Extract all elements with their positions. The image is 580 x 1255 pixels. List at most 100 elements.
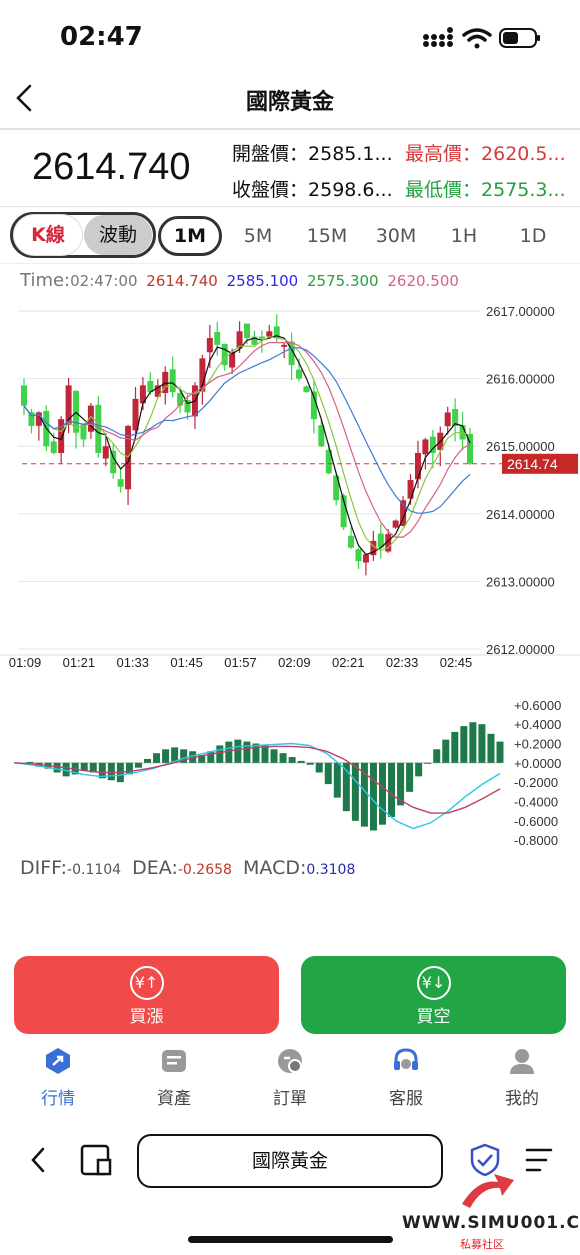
candlestick-chart[interactable]: 2617.00000 2616.00000 2615.00000 2614.00000…: [0, 264, 580, 674]
candle-body: [184, 399, 191, 413]
candle-body: [177, 393, 184, 406]
candle-body: [102, 446, 109, 459]
menu-icon[interactable]: [524, 1146, 554, 1174]
close-label: 收盤價：: [232, 179, 309, 201]
macd-bar: [351, 762, 359, 821]
macd-y-tick-label: -0.2000: [514, 775, 558, 790]
macd-bar: [487, 733, 495, 763]
candle-body: [21, 385, 27, 406]
tab-profile-label: 我的: [505, 1089, 539, 1109]
macd-bar: [261, 745, 269, 763]
shield-check-icon[interactable]: [467, 1142, 503, 1178]
macd-bar: [243, 741, 251, 763]
macd-bar: [252, 743, 260, 763]
macd-bar: [125, 762, 133, 775]
low-value: 2575.3...: [481, 179, 566, 201]
x-tick-label: 01:45: [170, 655, 203, 670]
macd-bar: [53, 762, 61, 773]
wifi-icon: [462, 28, 492, 42]
candle-body: [422, 439, 429, 455]
open-price-row: 開盤價：2585.1...: [232, 139, 393, 166]
yen-down-icon: ¥↓: [416, 966, 451, 1000]
tab-assets-label: 資產: [157, 1089, 191, 1109]
macd-bar: [469, 722, 477, 763]
candle-body: [303, 386, 310, 393]
macd-bar: [26, 761, 34, 763]
tab-service[interactable]: 客服: [366, 1046, 446, 1109]
x-tick-label: 02:33: [386, 655, 419, 670]
macd-bar: [162, 749, 170, 763]
diff-line: [13, 742, 501, 830]
macd-bar: [80, 762, 88, 771]
candle-body: [452, 408, 459, 426]
candle-body: [325, 449, 332, 474]
macd-bar: [433, 749, 441, 763]
macd-bar: [306, 762, 314, 765]
candle-body: [385, 534, 392, 552]
chart-legend: Time:02:47:00 2614.740 2585.100 2575.300…: [20, 270, 459, 291]
candle-body: [348, 535, 355, 548]
kline-mode-button[interactable]: K線: [14, 215, 82, 255]
timeframe-1m[interactable]: 1M: [158, 216, 222, 256]
timeframe-15m[interactable]: 15M: [306, 225, 348, 247]
macd-bar: [496, 741, 504, 763]
tab-orders[interactable]: 訂單: [250, 1046, 330, 1109]
macd-bar: [324, 762, 332, 785]
watermark-logo: [462, 1174, 514, 1208]
moving-average-line: [23, 335, 471, 556]
tab-orders-label: 訂單: [273, 1089, 307, 1109]
watermark-site: WWW.SIMU001.CN: [402, 1213, 580, 1233]
open-label: 開盤價：: [232, 143, 309, 165]
tab-assets[interactable]: 資產: [134, 1046, 214, 1109]
candle-body: [429, 436, 436, 453]
buy-up-button[interactable]: ¥↑ 買漲: [14, 956, 279, 1034]
user-icon: [510, 1049, 534, 1074]
buy-down-button[interactable]: ¥↓ 買空: [301, 956, 566, 1034]
timeframe-30m[interactable]: 30M: [375, 225, 417, 247]
macd-bar: [207, 751, 215, 763]
wave-mode-button[interactable]: 波動: [84, 215, 152, 255]
tab-market[interactable]: 行情: [18, 1046, 98, 1109]
low-price-row: 最低價：2575.3...: [405, 175, 566, 202]
tab-profile[interactable]: 我的: [482, 1046, 562, 1109]
macd-bar: [442, 739, 450, 763]
timeframe-1h[interactable]: 1H: [450, 225, 478, 247]
browser-back-icon[interactable]: [26, 1144, 50, 1176]
tab-market-label: 行情: [41, 1089, 75, 1109]
candle-body: [229, 351, 236, 368]
y-tick-label: 2614.00000: [486, 507, 555, 522]
back-chevron-icon[interactable]: [10, 80, 40, 116]
macd-bar: [89, 762, 97, 773]
yen-up-icon: ¥↑: [129, 966, 164, 1000]
macd-bar: [478, 724, 486, 763]
timeframe-1d[interactable]: 1D: [519, 225, 547, 247]
wallet-icon: [162, 1050, 186, 1072]
tabs-icon[interactable]: [78, 1142, 114, 1178]
x-tick-label: 02:45: [440, 655, 473, 670]
candle-body: [377, 533, 384, 548]
x-tick-label: 01:33: [116, 655, 149, 670]
candle-body: [206, 338, 213, 353]
candle-body: [199, 358, 206, 392]
macd-bar: [388, 762, 396, 817]
signal-icon: [423, 27, 453, 47]
y-tick-label: 2612.00000: [486, 642, 555, 657]
browser-address-bar[interactable]: 國際黃金: [137, 1134, 443, 1188]
candle-body: [333, 475, 340, 501]
macd-chart[interactable]: +0.6000 +0.4000 +0.2000 +0.0000 -0.2000 -0.40…: [0, 690, 580, 860]
legend-time-value: 02:47:00: [70, 272, 138, 290]
macd-bar: [180, 749, 188, 763]
candle-body: [400, 500, 407, 526]
legend-time-label: Time:: [20, 270, 71, 291]
candle-body: [139, 385, 146, 404]
timeframe-5m[interactable]: 5M: [243, 225, 273, 247]
macd-bar: [234, 739, 242, 763]
macd-bar: [216, 745, 224, 763]
macd-y-tick-label: +0.4000: [514, 717, 561, 732]
macd-bar: [98, 762, 106, 779]
macd-bar: [225, 741, 233, 763]
macd-bar: [360, 762, 368, 827]
macd-bar: [198, 755, 206, 763]
x-tick-label: 02:21: [332, 655, 365, 670]
home-indicator: [188, 1236, 393, 1243]
